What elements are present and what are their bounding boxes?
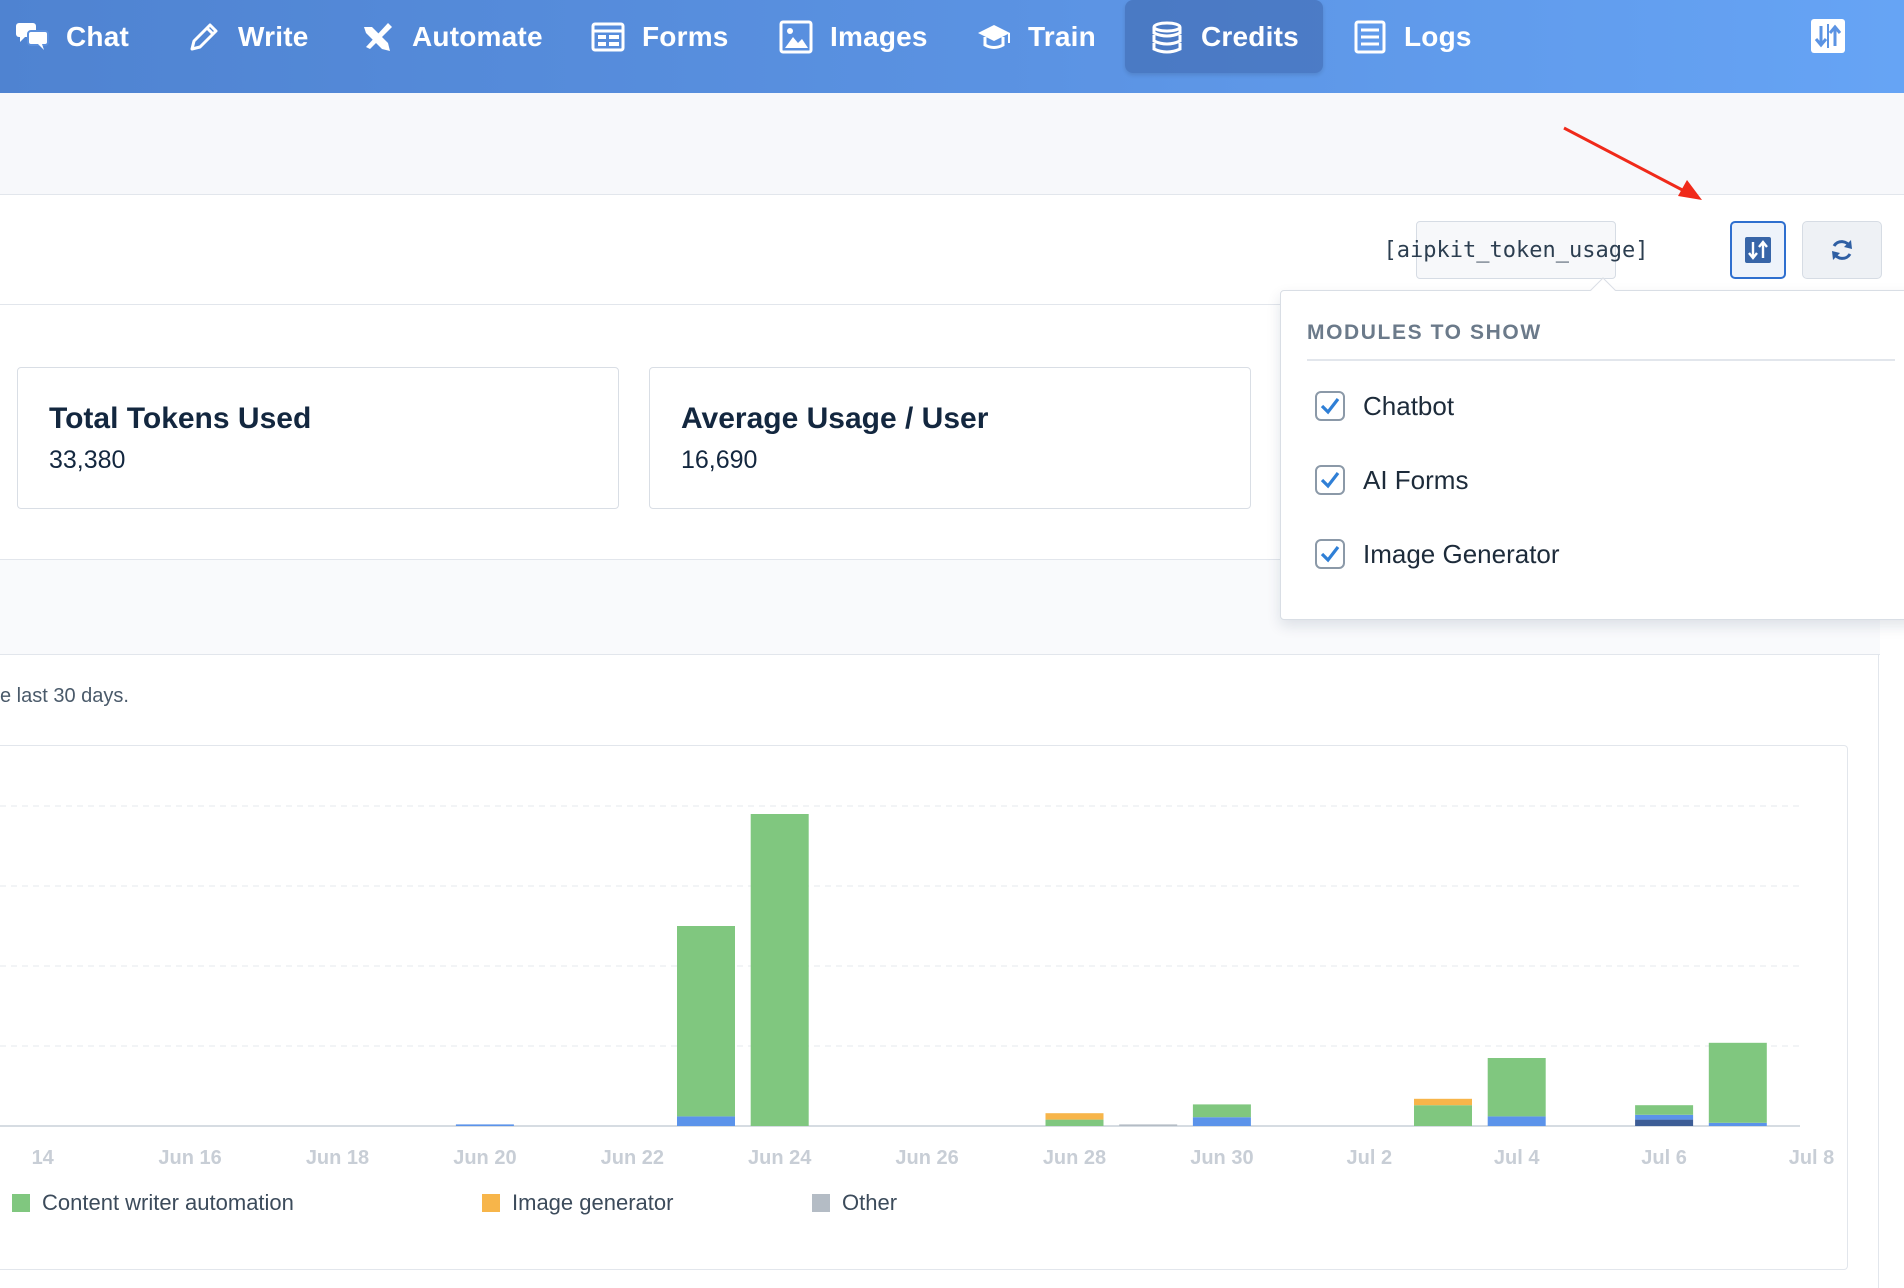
- checkmark-icon: [1320, 398, 1340, 415]
- average-usage-title: Average Usage / User: [681, 402, 989, 435]
- legend-label: Image generator: [512, 1190, 673, 1215]
- legend-swatch: [812, 1194, 830, 1212]
- annotation-arrow: [1563, 126, 1702, 200]
- x-tick-label: Jun 18: [306, 1147, 369, 1169]
- nav-images[interactable]: Images: [778, 0, 928, 73]
- refresh-button[interactable]: [1802, 221, 1882, 279]
- dropdown-title: MODULES TO SHOW: [1307, 321, 1542, 344]
- chart-bar: [1708, 1122, 1767, 1126]
- nav-logs[interactable]: Logs: [1352, 0, 1472, 73]
- nav-write-label: Write: [238, 20, 309, 52]
- legend-swatch: [482, 1194, 500, 1212]
- chart-bar: [1635, 1105, 1694, 1115]
- average-usage-card: Average Usage / User 16,690: [649, 367, 1251, 509]
- shortcode-box[interactable]: [aipkit_token_usage]: [1384, 221, 1648, 279]
- dropdown-divider: [1307, 359, 1895, 361]
- pencil-icon: [190, 23, 218, 50]
- module-option-ai-forms[interactable]: AI Forms: [1315, 460, 1468, 500]
- nav-automate[interactable]: Automate: [360, 0, 543, 73]
- x-tick-label: Jun 22: [601, 1147, 664, 1169]
- average-usage-value: 16,690: [681, 446, 758, 474]
- total-tokens-card: Total Tokens Used 33,380: [17, 367, 619, 509]
- x-tick-label: Jul 2: [1347, 1147, 1393, 1169]
- chart-bar: [1414, 1105, 1472, 1126]
- chart-bar: [1192, 1104, 1251, 1118]
- x-tick-label: Jun 20: [453, 1147, 516, 1169]
- nav-train[interactable]: Train: [976, 0, 1096, 73]
- chart-bar: [677, 1116, 735, 1126]
- x-tick-label: Jun 24: [748, 1147, 812, 1169]
- x-tick-label: Jun 26: [895, 1147, 958, 1169]
- module-option-chatbot[interactable]: Chatbot: [1315, 386, 1454, 426]
- coins-icon: [1152, 21, 1182, 53]
- x-tick-label: Jul 6: [1641, 1147, 1687, 1169]
- nav-chat-label: Chat: [66, 20, 130, 52]
- nav-credits-label: Credits: [1201, 20, 1299, 52]
- form-icon: [591, 22, 625, 51]
- module-option-label: AI Forms: [1363, 464, 1469, 495]
- token-usage-panel: [aipkit_token_usage] Total Tokens Used 3…: [0, 195, 1904, 1288]
- chat-bubbles-icon: [16, 22, 49, 50]
- x-tick-label: Jun 16: [158, 1147, 221, 1169]
- chart-bar: [1708, 1042, 1767, 1123]
- nav-write[interactable]: Write: [186, 0, 309, 73]
- legend-label: Other: [842, 1190, 897, 1215]
- nav-logs-label: Logs: [1404, 20, 1472, 52]
- list-icon: [1354, 20, 1386, 53]
- x-tick-label: Jun 30: [1190, 1147, 1253, 1169]
- chart-description: e last 30 days.: [0, 685, 129, 707]
- chart-bar: [1119, 1124, 1178, 1126]
- chart-bar: [750, 814, 809, 1126]
- refresh-icon: [1832, 240, 1852, 260]
- x-tick-label: Jul 8: [1789, 1147, 1835, 1169]
- chart-bar: [1487, 1058, 1546, 1117]
- chart-bar: [1192, 1117, 1251, 1126]
- chart-bar: [1045, 1113, 1104, 1120]
- sort-settings-icon[interactable]: [1810, 18, 1846, 54]
- x-tick-label: Jul 4: [1494, 1147, 1540, 1169]
- legend-label: Content writer automation: [42, 1190, 294, 1215]
- nav-train-label: Train: [1028, 20, 1096, 52]
- total-tokens-title: Total Tokens Used: [49, 402, 312, 435]
- module-option-label: Image Generator: [1363, 538, 1560, 569]
- chart-bar: [1487, 1116, 1546, 1126]
- sub-header: [0, 93, 1904, 195]
- chart-bar: [1414, 1098, 1472, 1106]
- chart-bar: [1045, 1119, 1104, 1126]
- chart-bar: [1635, 1114, 1694, 1120]
- usage-bar-chart: 14 Jun 16 Jun 18 Jun 20 Jun 22 Jun 24 Jun 26 Ju…: [0, 805, 1835, 1215]
- graduation-cap-icon: [978, 24, 1010, 49]
- x-tick-label: Jun 28: [1043, 1147, 1106, 1169]
- image-icon: [779, 20, 813, 53]
- chart-bar: [1635, 1119, 1694, 1126]
- x-tick-label: 14: [32, 1147, 55, 1169]
- module-option-image-generator[interactable]: Image Generator: [1315, 534, 1560, 574]
- nav-automate-label: Automate: [412, 20, 543, 52]
- checkmark-icon: [1320, 472, 1340, 489]
- modules-dropdown: MODULES TO SHOW Chatbot AI Forms Image G…: [1280, 277, 1904, 620]
- sort-settings-icon: [1745, 237, 1771, 263]
- divider: [1878, 655, 1879, 1288]
- checkbox-ai-forms[interactable]: [1315, 465, 1345, 495]
- top-navigation: Chat Write Automate Forms Images: [0, 0, 1904, 93]
- checkbox-image-generator[interactable]: [1315, 539, 1345, 569]
- nav-forms[interactable]: Forms: [590, 0, 729, 73]
- nav-images-label: Images: [830, 20, 928, 52]
- chart-bar: [677, 926, 735, 1117]
- nav-chat[interactable]: Chat: [14, 0, 129, 73]
- nav-credits[interactable]: Credits: [1125, 0, 1323, 73]
- total-tokens-value: 33,380: [49, 446, 126, 474]
- checkmark-icon: [1320, 546, 1340, 563]
- plane-icon: [364, 22, 392, 51]
- nav-forms-label: Forms: [642, 20, 729, 52]
- module-option-label: Chatbot: [1363, 390, 1455, 421]
- chart-container: 14 Jun 16 Jun 18 Jun 20 Jun 22 Jun 24 Jun 26 Ju…: [0, 745, 1848, 1270]
- legend-swatch: [12, 1194, 30, 1212]
- chart-bar: [455, 1124, 514, 1126]
- panel-toolbar: [aipkit_token_usage]: [0, 195, 1904, 305]
- checkbox-chatbot[interactable]: [1315, 391, 1345, 421]
- modules-toggle-button[interactable]: [1730, 221, 1786, 279]
